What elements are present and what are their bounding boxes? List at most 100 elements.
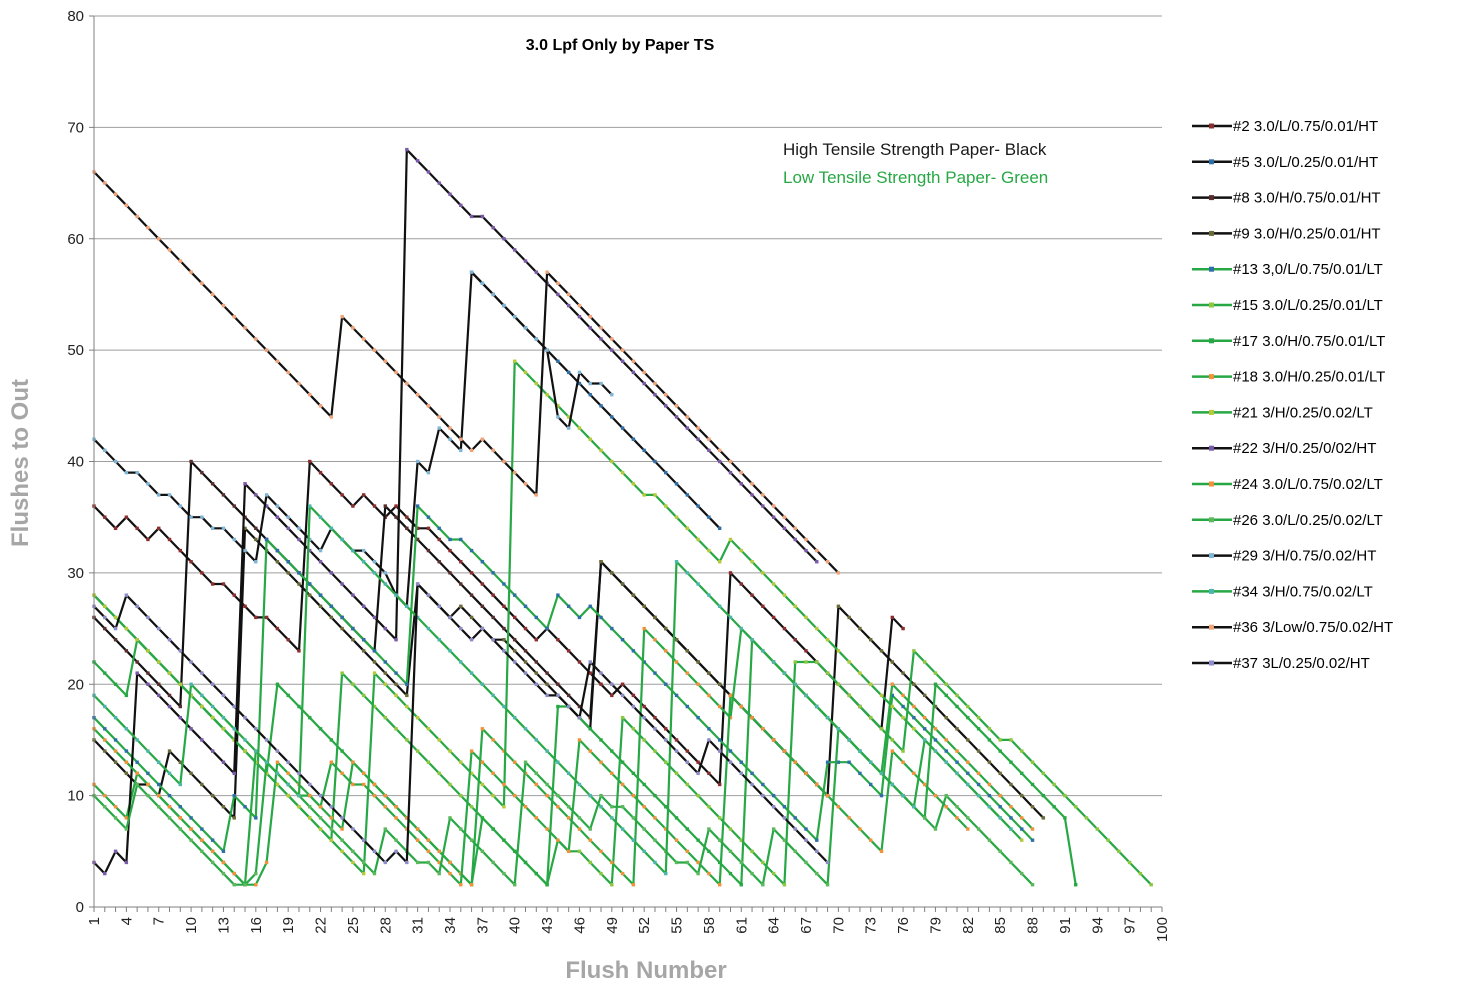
data-point xyxy=(448,871,452,876)
data-point xyxy=(210,849,215,854)
data-point xyxy=(858,671,862,675)
data-point xyxy=(653,615,657,620)
data-point xyxy=(588,437,592,441)
data-point xyxy=(534,816,539,820)
x-tick-label: 79 xyxy=(927,917,944,934)
data-point xyxy=(890,693,895,698)
data-point xyxy=(469,270,474,274)
data-point xyxy=(200,515,204,519)
data-point xyxy=(825,760,830,764)
data-point xyxy=(955,704,959,709)
data-point xyxy=(556,292,560,297)
data-point xyxy=(750,482,754,486)
data-point xyxy=(901,793,905,798)
data-point xyxy=(750,638,754,642)
series-10 xyxy=(92,147,819,876)
data-point xyxy=(588,727,592,731)
data-point xyxy=(912,682,916,686)
data-point xyxy=(340,671,344,675)
data-point xyxy=(653,638,657,642)
data-point xyxy=(372,615,377,620)
data-point xyxy=(480,281,485,285)
data-point xyxy=(415,615,420,620)
data-point xyxy=(631,482,636,486)
data-point xyxy=(232,504,236,508)
data-point xyxy=(620,470,625,475)
data-point xyxy=(912,771,916,776)
data-point xyxy=(513,649,517,653)
data-point xyxy=(502,871,506,876)
data-point xyxy=(448,816,452,820)
data-point xyxy=(556,793,560,798)
data-point xyxy=(1073,883,1078,887)
data-point xyxy=(1009,782,1013,787)
data-point xyxy=(221,693,226,698)
data-point xyxy=(858,827,862,831)
data-point xyxy=(426,593,431,597)
data-point xyxy=(545,782,549,787)
data-point xyxy=(459,437,463,441)
data-point xyxy=(717,459,722,464)
data-point xyxy=(513,760,517,764)
data-point xyxy=(717,860,722,865)
data-point xyxy=(739,548,743,553)
data-point xyxy=(804,693,808,698)
x-tick-label: 64 xyxy=(766,917,783,934)
data-point xyxy=(232,704,236,709)
data-point xyxy=(426,626,431,631)
data-point xyxy=(869,715,873,720)
data-point xyxy=(437,871,441,876)
data-point xyxy=(383,860,387,865)
data-point xyxy=(459,626,463,631)
data-point xyxy=(588,660,592,664)
data-point xyxy=(254,337,258,341)
data-point xyxy=(1009,805,1013,809)
x-axis-title: Flush Number xyxy=(565,957,726,984)
data-point xyxy=(124,470,129,475)
data-point xyxy=(480,682,485,686)
data-point xyxy=(146,749,150,753)
data-point xyxy=(610,749,614,753)
data-point xyxy=(674,404,679,408)
data-point xyxy=(523,805,528,809)
data-point xyxy=(502,805,506,809)
data-point xyxy=(653,816,657,820)
data-point xyxy=(534,337,539,341)
data-point xyxy=(340,749,344,753)
data-point xyxy=(372,660,377,664)
data-point xyxy=(836,604,841,608)
data-point xyxy=(976,793,981,798)
data-point xyxy=(901,693,905,698)
data-point xyxy=(631,727,636,731)
data-point xyxy=(437,638,441,642)
data-point xyxy=(243,715,247,720)
data-point xyxy=(761,493,765,497)
data-point xyxy=(707,827,711,831)
data-point xyxy=(394,638,398,642)
data-point xyxy=(297,704,301,709)
data-point xyxy=(437,738,441,742)
data-point xyxy=(308,782,312,787)
data-point xyxy=(297,381,301,386)
data-point xyxy=(308,504,312,508)
data-point xyxy=(653,838,657,842)
data-point xyxy=(664,805,668,809)
data-point xyxy=(502,638,506,642)
data-point xyxy=(1020,838,1024,842)
series-line xyxy=(93,148,818,875)
data-point xyxy=(113,626,118,631)
data-point xyxy=(664,392,668,397)
data-point xyxy=(340,582,344,586)
data-point xyxy=(933,671,938,675)
data-point xyxy=(480,849,485,854)
data-point xyxy=(944,749,948,753)
data-point xyxy=(523,727,528,731)
data-point xyxy=(858,771,862,776)
series-14 xyxy=(92,504,1013,876)
data-point xyxy=(318,515,323,519)
data-point xyxy=(815,782,819,787)
data-point xyxy=(103,749,107,753)
legend-label: #24 3.0/L/0.75/0.02/LT xyxy=(1233,476,1383,493)
data-point xyxy=(933,749,938,753)
data-point xyxy=(566,370,571,375)
